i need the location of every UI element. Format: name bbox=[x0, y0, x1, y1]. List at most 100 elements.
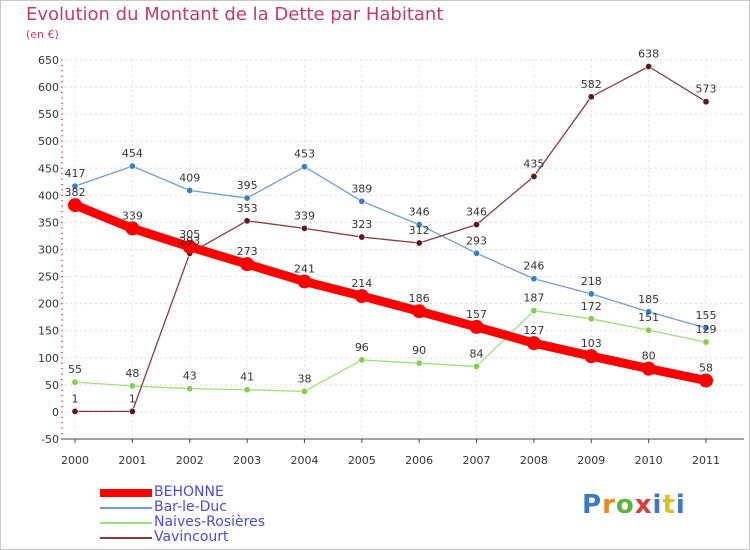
data-point bbox=[641, 361, 656, 376]
data-label: 346 bbox=[409, 206, 430, 219]
data-point bbox=[699, 373, 713, 388]
data-point bbox=[125, 221, 140, 236]
data-point bbox=[645, 308, 653, 316]
data-label: 273 bbox=[237, 245, 258, 258]
data-point bbox=[243, 194, 251, 202]
data-point bbox=[71, 407, 79, 415]
data-point bbox=[702, 324, 710, 332]
data-point bbox=[645, 62, 653, 70]
data-label: 417 bbox=[65, 167, 86, 180]
data-label: 48 bbox=[125, 367, 139, 380]
data-point bbox=[587, 93, 595, 101]
x-tick-label: 2002 bbox=[176, 454, 204, 467]
data-point bbox=[182, 239, 197, 254]
data-point bbox=[415, 239, 423, 247]
data-label: 41 bbox=[240, 371, 254, 384]
data-point bbox=[186, 385, 194, 393]
data-point bbox=[473, 249, 481, 257]
data-label: 339 bbox=[294, 209, 315, 222]
data-point bbox=[128, 382, 136, 390]
data-label: 389 bbox=[351, 182, 372, 195]
data-label: 90 bbox=[412, 344, 426, 357]
data-point bbox=[300, 163, 308, 171]
data-point bbox=[587, 315, 595, 323]
x-tick-label: 2011 bbox=[692, 454, 720, 467]
x-tick-label: 2006 bbox=[405, 454, 433, 467]
x-tick-label: 2009 bbox=[577, 454, 605, 467]
legend-label-behonne: BEHONNE bbox=[154, 484, 224, 500]
x-tick-label: 2000 bbox=[61, 454, 89, 467]
data-point bbox=[412, 304, 427, 319]
data-point bbox=[473, 362, 481, 370]
proxiti-logo: Proxiti bbox=[582, 490, 686, 520]
logo-letter: t bbox=[662, 490, 676, 520]
data-label: 151 bbox=[638, 311, 659, 324]
data-label: 185 bbox=[638, 293, 659, 306]
data-label: 96 bbox=[355, 341, 369, 354]
series-line-vavincourt bbox=[74, 65, 707, 413]
legend-swatch-vavincourt bbox=[100, 537, 152, 539]
data-label: 84 bbox=[470, 347, 484, 360]
data-point bbox=[240, 257, 255, 272]
data-label: 435 bbox=[523, 157, 544, 170]
data-label: 353 bbox=[237, 202, 258, 215]
data-label: 1 bbox=[129, 392, 136, 405]
x-tick-label: 2003 bbox=[233, 454, 261, 467]
x-tick-label: 2001 bbox=[118, 454, 146, 467]
data-label: 573 bbox=[696, 83, 717, 96]
logo-letter: P bbox=[582, 490, 603, 520]
chart-subtitle: (en €) bbox=[26, 28, 59, 41]
data-label: 127 bbox=[523, 324, 544, 337]
data-point bbox=[702, 338, 710, 346]
data-point bbox=[128, 407, 136, 415]
data-point bbox=[473, 221, 481, 229]
legend-swatch-naives-rosieres bbox=[100, 522, 152, 524]
data-point bbox=[584, 349, 599, 364]
legend-label-bar-le-duc: Bar-le-Duc bbox=[154, 499, 228, 515]
data-label: 155 bbox=[696, 309, 717, 322]
data-point bbox=[415, 359, 423, 367]
x-tick-label: 2005 bbox=[348, 454, 376, 467]
data-point bbox=[358, 197, 366, 205]
data-label: 38 bbox=[297, 372, 311, 385]
data-point bbox=[530, 172, 538, 180]
data-point bbox=[300, 387, 308, 395]
data-label: 187 bbox=[523, 292, 544, 305]
data-label: 214 bbox=[351, 277, 372, 290]
logo-letter: x bbox=[634, 490, 653, 520]
logo-letter: r bbox=[602, 490, 616, 520]
data-point bbox=[469, 319, 484, 334]
data-point bbox=[68, 198, 82, 213]
data-label: 339 bbox=[122, 209, 143, 222]
x-tick-label: 2004 bbox=[290, 454, 318, 467]
y-tick-label: 150 bbox=[38, 325, 59, 338]
data-point bbox=[358, 356, 366, 364]
legend-label-naives-rosieres: Naives-Rosières bbox=[154, 514, 266, 530]
chart-title: Evolution du Montant de la Dette par Hab… bbox=[26, 4, 444, 25]
data-label: 55 bbox=[68, 363, 82, 376]
x-tick-label: 2007 bbox=[463, 454, 491, 467]
data-label: 246 bbox=[523, 260, 544, 273]
y-tick-label: 300 bbox=[38, 244, 59, 257]
data-point bbox=[530, 307, 538, 315]
data-point bbox=[530, 275, 538, 283]
data-point bbox=[645, 326, 653, 334]
data-label: 638 bbox=[638, 47, 659, 60]
y-tick-label: 350 bbox=[38, 216, 59, 229]
data-point bbox=[587, 290, 595, 298]
y-tick-label: 250 bbox=[38, 271, 59, 284]
data-label: 582 bbox=[581, 78, 602, 91]
data-label: 186 bbox=[409, 292, 430, 305]
legend-label-vavincourt: Vavincourt bbox=[154, 529, 229, 545]
data-label: 43 bbox=[183, 370, 197, 383]
y-tick-label: -50 bbox=[41, 433, 59, 446]
x-tick-label: 2010 bbox=[635, 454, 663, 467]
x-tick-label: 2008 bbox=[520, 454, 548, 467]
data-label: 1 bbox=[72, 392, 79, 405]
series-line-bar-le-duc bbox=[74, 165, 707, 329]
data-label: 453 bbox=[294, 148, 315, 161]
data-point bbox=[526, 336, 541, 351]
data-label: 129 bbox=[696, 323, 717, 336]
data-label: 172 bbox=[581, 300, 602, 313]
data-label: 103 bbox=[581, 337, 602, 350]
